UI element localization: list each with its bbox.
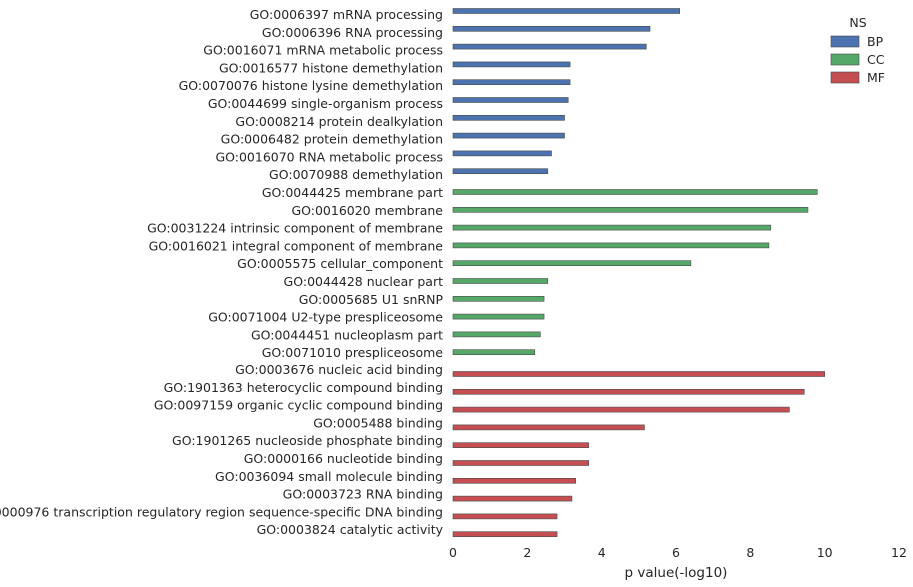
- category-label: GO:0097159 organic cyclic compound bindi…: [154, 398, 443, 413]
- x-tick-labels-group: 0 2 4 6 8 10 12: [449, 545, 907, 560]
- category-label: GO:0016021 integral component of membran…: [149, 238, 444, 253]
- bar: [452, 132, 565, 139]
- bar: [452, 349, 536, 356]
- category-label: GO:0008214 protein dealkylation: [235, 114, 443, 129]
- bar: [452, 371, 825, 377]
- category-label: GO:0031224 intrinsic component of membra…: [147, 221, 443, 236]
- bar: [452, 150, 552, 157]
- bar: [452, 495, 573, 502]
- legend: NS BP CC MF: [830, 15, 885, 85]
- bar: [452, 79, 571, 85]
- legend-swatch: [830, 35, 860, 48]
- legend-label: BP: [867, 34, 884, 49]
- bar: [452, 424, 645, 431]
- bar: [452, 388, 805, 395]
- bar: [452, 406, 790, 413]
- category-label: GO:0036094 small molecule binding: [215, 469, 443, 484]
- category-label: GO:0016071 mRNA metabolic process: [203, 43, 443, 58]
- bar: [452, 25, 651, 32]
- legend-label: CC: [867, 52, 885, 67]
- bar: [452, 189, 818, 195]
- bar: [452, 513, 558, 520]
- bar: [452, 43, 647, 50]
- bar: [452, 460, 589, 466]
- bar: [452, 97, 569, 103]
- category-label: GO:0016070 RNA metabolic process: [215, 149, 443, 164]
- x-tick-label: 12: [891, 545, 907, 560]
- bar: [452, 260, 692, 267]
- bar: [452, 242, 770, 249]
- x-tick-label: 4: [598, 545, 606, 560]
- bar: [452, 207, 809, 213]
- category-label: GO:0006396 RNA processing: [262, 25, 443, 40]
- category-label: GO:0016020 membrane: [291, 203, 443, 218]
- bar: [452, 295, 545, 302]
- bar: [452, 531, 558, 538]
- bar: [452, 278, 549, 284]
- category-label: GO:0044428 nuclear part: [284, 274, 444, 289]
- x-tick-label: 6: [672, 545, 680, 560]
- bar: [452, 168, 549, 174]
- category-label: GO:0003824 catalytic activity: [257, 522, 444, 537]
- category-label: GO:0044451 nucleoplasm part: [251, 327, 443, 342]
- x-tick-label: 0: [449, 545, 457, 560]
- category-labels-group: GO:0006397 mRNA processing GO:0006396 RNA…: [0, 7, 444, 537]
- category-label: GO:0005685 U1 snRNP: [299, 292, 444, 307]
- category-label: GO:0006397 mRNA processing: [250, 7, 443, 22]
- legend-title: NS: [849, 15, 866, 30]
- category-label: GO:0016577 histone demethylation: [219, 60, 443, 75]
- bar: [452, 331, 541, 338]
- category-label: GO:0044425 membrane part: [262, 185, 443, 200]
- category-label: GO:0071004 U2-type prespliceosome: [208, 310, 443, 325]
- bars-group: [452, 8, 825, 538]
- category-label: GO:1901265 nucleoside phosphate binding: [172, 433, 443, 448]
- category-label: GO:0003723 RNA binding: [283, 487, 443, 502]
- bar: [452, 8, 681, 14]
- bar: [452, 477, 576, 484]
- legend-swatch: [830, 53, 860, 66]
- legend-swatch: [830, 71, 860, 84]
- bar: [452, 115, 565, 121]
- category-label: GO:0071010 prespliceosome: [262, 345, 444, 360]
- bar: [452, 61, 571, 68]
- bar: [452, 442, 589, 449]
- legend-label: MF: [867, 70, 885, 85]
- category-label: GO:0003676 nucleic acid binding: [235, 362, 443, 377]
- category-label: GO:0006482 protein demethylation: [221, 132, 443, 147]
- category-label: GO:0070076 histone lysine demethylation: [179, 78, 443, 93]
- x-tick-label: 2: [523, 545, 531, 560]
- bar: [452, 313, 545, 320]
- category-label: GO:0000166 nucleotide binding: [244, 451, 443, 466]
- category-label: GO:0044699 single-organism process: [208, 96, 443, 111]
- category-label: GO:0005575 cellular_component: [237, 256, 443, 271]
- category-label: GO:0070988 demethylation: [269, 167, 443, 182]
- x-tick-label: 8: [746, 545, 754, 560]
- x-axis-label: p value(-log10): [625, 565, 728, 581]
- x-tick-label: 10: [817, 545, 833, 560]
- category-label: GO:0000976 transcription regulatory regi…: [0, 504, 443, 519]
- bar: [452, 224, 772, 231]
- category-label: GO:1901363 heterocyclic compound binding: [164, 380, 443, 395]
- category-label: GO:0005488 binding: [313, 415, 443, 430]
